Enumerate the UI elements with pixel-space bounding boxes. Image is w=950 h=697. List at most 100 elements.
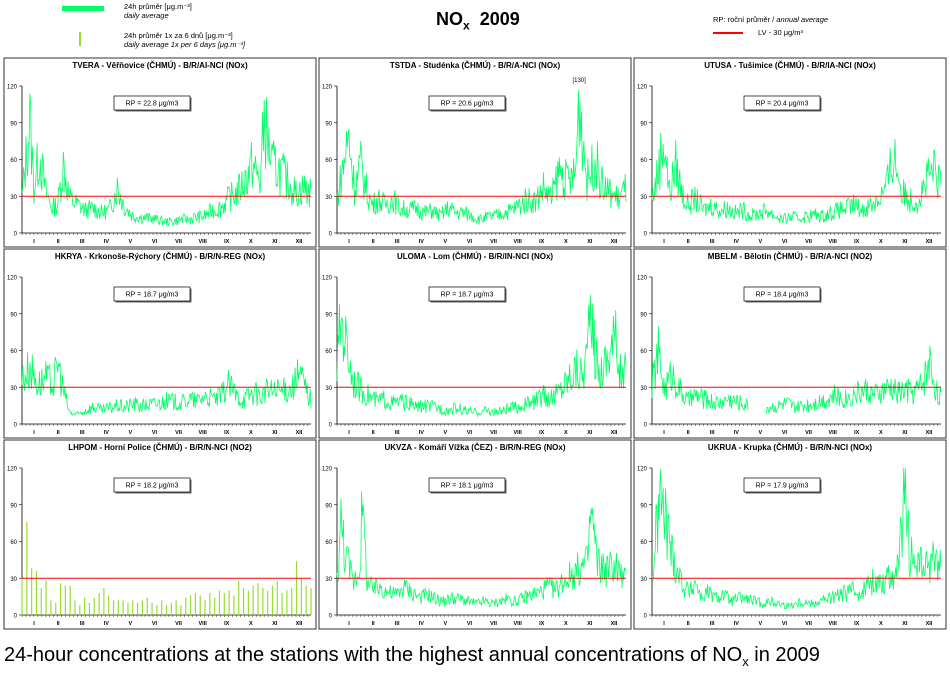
daily-series-line: [765, 345, 942, 414]
rp-box: [428, 286, 506, 302]
station-panel: HKRYA - Krkonoše-Rýchory (ČHMÚ) - B/R/N-…: [3, 248, 317, 439]
y-tick-label: 90: [325, 121, 332, 127]
rp-box: [428, 95, 506, 111]
y-tick-label: 60: [325, 158, 332, 164]
rp-box: [743, 477, 821, 493]
month-label: II: [687, 430, 691, 436]
month-label: I: [663, 430, 665, 436]
daily-series-line: [651, 133, 942, 224]
y-tick-label: 90: [640, 121, 647, 127]
legend-lv-label: LV - 30 μg/m³: [758, 28, 804, 37]
month-label: X: [564, 239, 568, 245]
month-label: X: [564, 621, 568, 627]
month-label: XI: [272, 239, 278, 245]
month-label: III: [80, 621, 85, 627]
panel-frame: [633, 248, 947, 439]
month-label: XII: [611, 239, 618, 245]
title-year: 2009: [479, 9, 520, 29]
station-panel: TVERA - Věřňovice (ČHMÚ) - B/R/AI-NCI (N…: [3, 57, 317, 248]
y-tick-label: 60: [10, 158, 17, 164]
month-label: X: [249, 621, 253, 627]
y-tick-label: 30: [325, 386, 332, 392]
month-label: X: [249, 239, 253, 245]
month-label: VI: [782, 621, 788, 627]
month-label: IX: [539, 621, 545, 627]
month-label: II: [57, 430, 61, 436]
month-label: VI: [152, 239, 158, 245]
sample-legend-symbol: [79, 32, 81, 46]
month-label: I: [348, 430, 350, 436]
daily-average-legend-symbol: [62, 6, 104, 11]
y-tick-label: 0: [644, 423, 648, 429]
station-panel: UKVZA - Komáří Vížka (ČEZ) - B/R/N-REG (…: [318, 439, 632, 630]
month-label: V: [129, 430, 133, 436]
y-tick-label: 60: [640, 540, 647, 546]
legend-sample-label-en: daily average 1x per 6 days [μg.m⁻³]: [124, 40, 246, 49]
month-label: VII: [175, 239, 182, 245]
y-tick-label: 30: [640, 386, 647, 392]
month-label: V: [129, 239, 133, 245]
panel-title: MBELM - Bělotín (ČHMÚ) - B/R/A-NCI (NO2): [708, 252, 873, 261]
rp-value: RP = 18.1 μg/m3: [441, 483, 494, 490]
month-label: VI: [467, 621, 473, 627]
month-label: V: [444, 621, 448, 627]
month-label: III: [710, 239, 715, 245]
y-tick-label: 120: [322, 85, 333, 91]
panel-title: ULOMA - Lom (ČHMÚ) - B/R/IN-NCI (NOx): [397, 252, 553, 261]
y-tick-label: 60: [10, 540, 17, 546]
station-panel: MBELM - Bělotín (ČHMÚ) - B/R/A-NCI (NO2)…: [633, 248, 947, 439]
month-label: XII: [611, 430, 618, 436]
month-label: X: [879, 621, 883, 627]
panel-title: UKVZA - Komáří Vížka (ČEZ) - B/R/N-REG (…: [384, 443, 565, 452]
caption-text: 24-hour concentrations at the stations w…: [4, 644, 743, 666]
month-label: X: [249, 430, 253, 436]
limit-value-legend-symbol: [713, 32, 743, 34]
month-label: II: [372, 239, 376, 245]
rp-box: [743, 286, 821, 302]
month-label: VI: [152, 621, 158, 627]
panel-title: UTUSA - Tušimice (ČHMÚ) - B/R/IA-NCI (NO…: [704, 61, 876, 70]
caption-tail: in 2009: [748, 644, 820, 666]
month-label: XI: [902, 621, 908, 627]
month-label: XI: [272, 430, 278, 436]
y-tick-label: 120: [322, 276, 333, 282]
y-tick-label: 0: [329, 614, 333, 620]
y-tick-label: 30: [10, 577, 17, 583]
month-label: V: [444, 239, 448, 245]
month-label: IX: [224, 239, 230, 245]
y-tick-label: 120: [7, 276, 18, 282]
month-label: III: [710, 621, 715, 627]
y-tick-label: 30: [10, 386, 17, 392]
daily-series-line: [651, 326, 749, 412]
month-label: IV: [419, 621, 425, 627]
y-tick-label: 30: [325, 195, 332, 201]
y-tick-label: 120: [7, 85, 18, 91]
month-label: X: [879, 430, 883, 436]
month-label: VIII: [513, 239, 522, 245]
month-label: IV: [104, 621, 110, 627]
month-label: VII: [175, 621, 182, 627]
month-label: I: [348, 621, 350, 627]
month-label: XI: [902, 239, 908, 245]
daily-series-line: [651, 467, 942, 610]
y-tick-label: 90: [640, 503, 647, 509]
month-label: IV: [734, 430, 740, 436]
panel-frame: [633, 439, 947, 630]
month-label: I: [33, 621, 35, 627]
rp-value: RP = 18.7 μg/m3: [441, 292, 494, 299]
station-panel: UKRUA - Krupka (ČHMÚ) - B/R/N-NCI (NOx) 0…: [633, 439, 947, 630]
month-label: V: [759, 430, 763, 436]
month-label: XI: [902, 430, 908, 436]
rp-value: RP = 17.9 μg/m3: [756, 483, 809, 490]
y-tick-label: 30: [640, 577, 647, 583]
month-label: IV: [104, 239, 110, 245]
month-label: VII: [805, 430, 812, 436]
legend-sample-label: 24h průměr 1x za 6 dnů [μg.m⁻³]: [124, 31, 233, 40]
charts-grid: TVERA - Věřňovice (ČHMÚ) - B/R/AI-NCI (N…: [3, 57, 947, 630]
month-label: III: [395, 239, 400, 245]
panel-frame: [318, 439, 632, 630]
month-label: II: [57, 239, 61, 245]
y-tick-label: 90: [640, 312, 647, 318]
month-label: XII: [296, 621, 303, 627]
daily-series-line: [336, 491, 627, 608]
